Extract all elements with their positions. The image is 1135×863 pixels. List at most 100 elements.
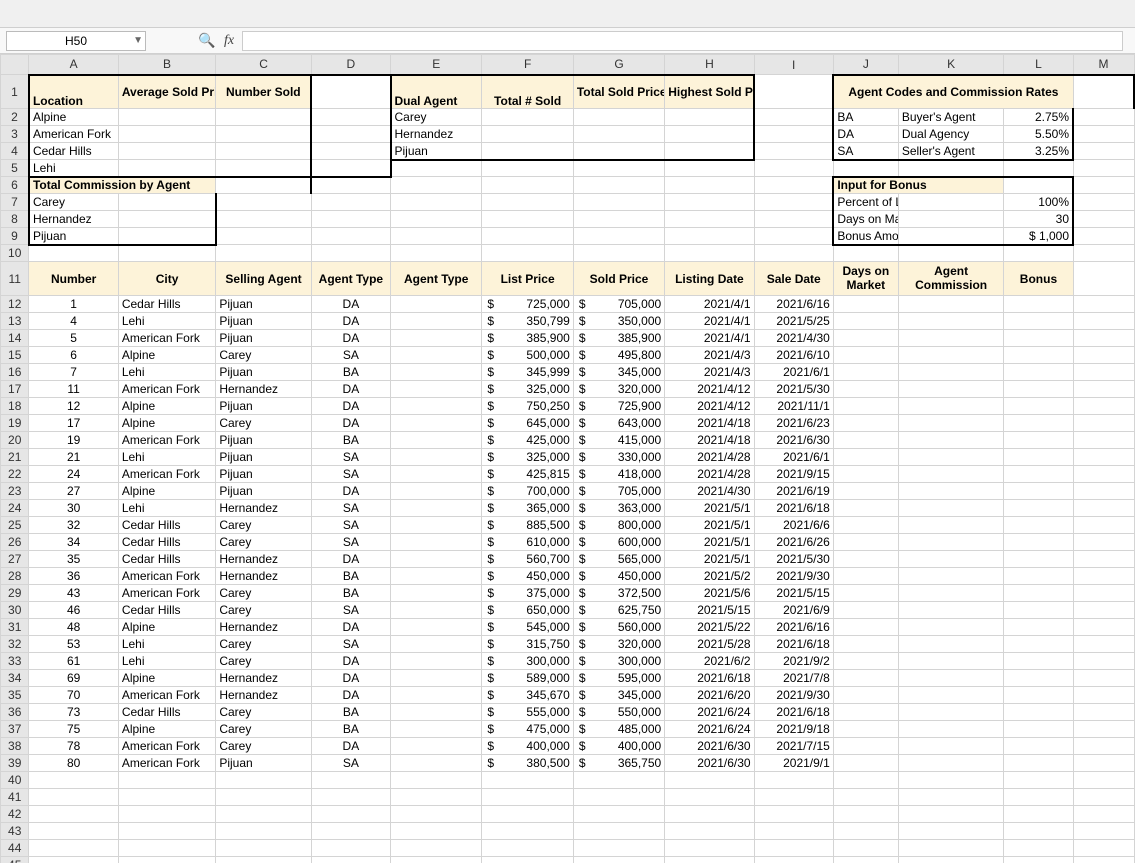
cell[interactable]: Lehi [118,500,216,517]
cell[interactable] [1004,364,1073,381]
cell[interactable]: Dual Agency [898,126,1004,143]
cell[interactable] [898,347,1004,364]
cell[interactable]: $650,000 [482,602,573,619]
cell[interactable]: $418,000 [573,466,664,483]
cell[interactable] [898,245,1004,262]
col-header[interactable]: J [833,55,898,75]
cell[interactable]: American Fork [118,432,216,449]
cell[interactable] [1073,687,1134,704]
cell[interactable]: Buyer's Agent [898,109,1004,126]
cell[interactable]: Hernandez [216,670,311,687]
cell[interactable]: $365,750 [573,755,664,772]
cell[interactable] [482,806,573,823]
cell[interactable] [118,823,216,840]
cell[interactable]: Carey [216,534,311,551]
cell[interactable]: $560,000 [573,619,664,636]
cell[interactable]: Carey [216,415,311,432]
cell[interactable] [1004,772,1073,789]
cell[interactable]: 2021/6/18 [754,636,833,653]
cell[interactable] [898,636,1004,653]
row-header[interactable]: 7 [1,194,29,211]
cell[interactable] [311,840,390,857]
cell[interactable] [898,772,1004,789]
cell[interactable]: $589,000 [482,670,573,687]
cell[interactable] [1004,500,1073,517]
cell[interactable] [1004,687,1073,704]
cell[interactable] [1073,177,1134,194]
cell[interactable] [754,177,833,194]
name-box-dropdown-icon[interactable]: ▼ [133,35,143,46]
cell[interactable] [1073,228,1134,245]
cell[interactable]: Cedar Hills [118,534,216,551]
cell[interactable]: $475,000 [482,721,573,738]
cell[interactable]: $350,799 [482,313,573,330]
row-header[interactable]: 9 [1,228,29,245]
cell[interactable] [118,857,216,863]
cell[interactable]: Hernandez [216,568,311,585]
cell[interactable]: $350,000 [573,313,664,330]
cell[interactable] [665,228,754,245]
cell[interactable]: $545,000 [482,619,573,636]
cell[interactable] [833,704,898,721]
cell[interactable]: American Fork [118,568,216,585]
cell[interactable] [898,670,1004,687]
cell[interactable]: Agent Commission [898,262,1004,296]
row-header[interactable]: 2 [1,109,29,126]
cell[interactable]: 2021/9/18 [754,721,833,738]
col-header[interactable]: C [216,55,311,75]
cell[interactable] [311,177,390,194]
cell[interactable] [754,194,833,211]
cell[interactable]: Carey [216,653,311,670]
cell[interactable] [665,160,754,177]
cell[interactable]: Number Sold [216,75,311,109]
cell[interactable] [833,415,898,432]
cell[interactable] [311,211,390,228]
cell[interactable] [391,772,482,789]
cell[interactable]: Pijuan [216,313,311,330]
cell[interactable] [391,449,482,466]
cell[interactable] [1073,313,1134,330]
cell[interactable]: Number [29,262,118,296]
cell[interactable] [391,296,482,313]
cell[interactable]: Agent Type [311,262,390,296]
cell[interactable] [898,619,1004,636]
cell[interactable] [665,772,754,789]
cell[interactable] [898,194,1004,211]
cell[interactable] [754,75,833,109]
cell[interactable]: $500,000 [482,347,573,364]
row-header[interactable]: 40 [1,772,29,789]
cell[interactable] [1004,483,1073,500]
row-header[interactable]: 37 [1,721,29,738]
cell[interactable] [391,177,482,194]
cell[interactable]: 2021/4/3 [665,364,754,381]
cell[interactable]: Pijuan [216,483,311,500]
cell[interactable]: $600,000 [573,534,664,551]
cell[interactable]: 2021/9/15 [754,466,833,483]
cell[interactable] [482,789,573,806]
cell[interactable] [482,160,573,177]
cell[interactable] [898,704,1004,721]
cell[interactable] [1073,483,1134,500]
cell[interactable]: Days on Market [833,262,898,296]
cell[interactable]: SA [311,347,390,364]
cell[interactable]: Carey [216,704,311,721]
cell[interactable]: Pijuan [29,228,118,245]
cell[interactable] [311,245,390,262]
cell[interactable] [665,857,754,863]
col-header[interactable]: A [29,55,118,75]
cell[interactable] [665,211,754,228]
cell[interactable] [665,245,754,262]
cell[interactable]: Agent Codes and Commission Rates [833,75,1073,109]
cell[interactable]: 2021/5/30 [754,381,833,398]
cell[interactable]: Cedar Hills [118,551,216,568]
cell[interactable]: Total # Sold [482,75,573,109]
cell[interactable] [898,585,1004,602]
cell[interactable] [1004,245,1073,262]
cell[interactable]: 2021/5/22 [665,619,754,636]
cell[interactable]: 2021/4/18 [665,415,754,432]
cell[interactable]: 70 [29,687,118,704]
cell[interactable]: DA [833,126,898,143]
cell[interactable] [391,228,482,245]
cell[interactable] [754,245,833,262]
cell[interactable] [833,568,898,585]
